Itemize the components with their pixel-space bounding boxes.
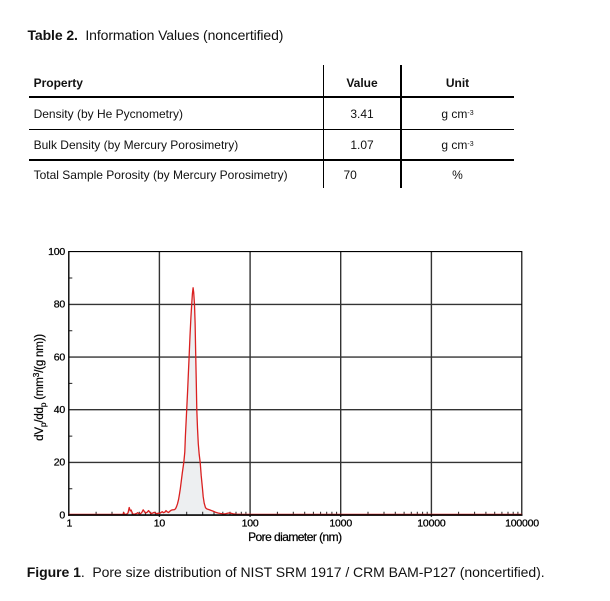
svg-text:1: 1 [66, 518, 72, 530]
svg-text:1000: 1000 [329, 518, 352, 530]
svg-text:100000: 100000 [505, 518, 539, 530]
svg-text:100: 100 [48, 246, 65, 258]
svg-text:0: 0 [59, 509, 65, 521]
svg-text:40: 40 [54, 404, 66, 416]
svg-text:Pore diameter (nm): Pore diameter (nm) [248, 530, 342, 544]
svg-text:80: 80 [54, 299, 66, 311]
svg-text:10: 10 [154, 518, 166, 530]
svg-text:20: 20 [54, 457, 66, 469]
svg-text:dVp/ddp (mm3/(g nm)): dVp/ddp (mm3/(g nm)) [31, 334, 48, 441]
svg-text:100: 100 [242, 518, 259, 530]
svg-text:10000: 10000 [417, 518, 446, 530]
svg-text:60: 60 [54, 351, 66, 363]
